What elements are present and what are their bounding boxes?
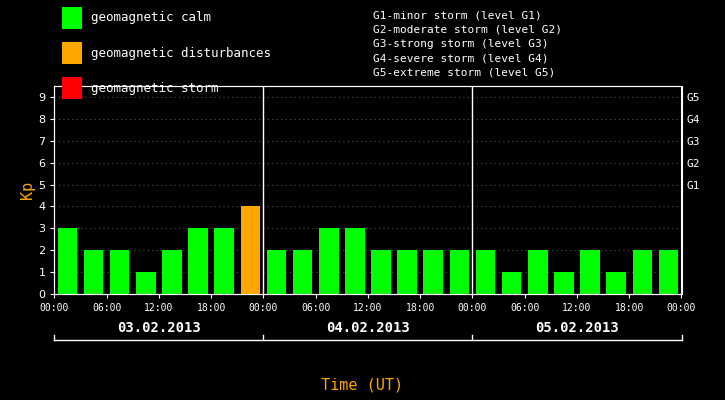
Bar (658, 250, 678, 294)
Bar (84, 250, 104, 294)
Bar (188, 228, 208, 294)
Bar (606, 272, 626, 294)
Bar (267, 250, 286, 294)
Bar (632, 250, 652, 294)
Bar (110, 250, 130, 294)
Bar (528, 250, 547, 294)
Text: geomagnetic calm: geomagnetic calm (91, 12, 211, 24)
Bar (502, 272, 521, 294)
Text: 03.02.2013: 03.02.2013 (117, 321, 201, 335)
Y-axis label: Kp: Kp (20, 181, 36, 199)
Bar (580, 250, 600, 294)
Bar (58, 228, 78, 294)
Bar (136, 272, 156, 294)
Bar (215, 228, 234, 294)
Bar (397, 250, 417, 294)
Bar (554, 272, 573, 294)
Bar (319, 228, 339, 294)
Text: G1-minor storm (level G1)
G2-moderate storm (level G2)
G3-strong storm (level G3: G1-minor storm (level G1) G2-moderate st… (373, 10, 563, 78)
Bar (241, 206, 260, 294)
Text: Time (UT): Time (UT) (321, 377, 404, 392)
Text: 05.02.2013: 05.02.2013 (535, 321, 619, 335)
Bar (450, 250, 469, 294)
Text: geomagnetic disturbances: geomagnetic disturbances (91, 47, 270, 60)
Bar (162, 250, 182, 294)
Bar (423, 250, 443, 294)
Bar (476, 250, 495, 294)
Text: 04.02.2013: 04.02.2013 (326, 321, 410, 335)
Text: geomagnetic storm: geomagnetic storm (91, 82, 218, 95)
Bar (371, 250, 391, 294)
Bar (345, 228, 365, 294)
Bar (293, 250, 312, 294)
